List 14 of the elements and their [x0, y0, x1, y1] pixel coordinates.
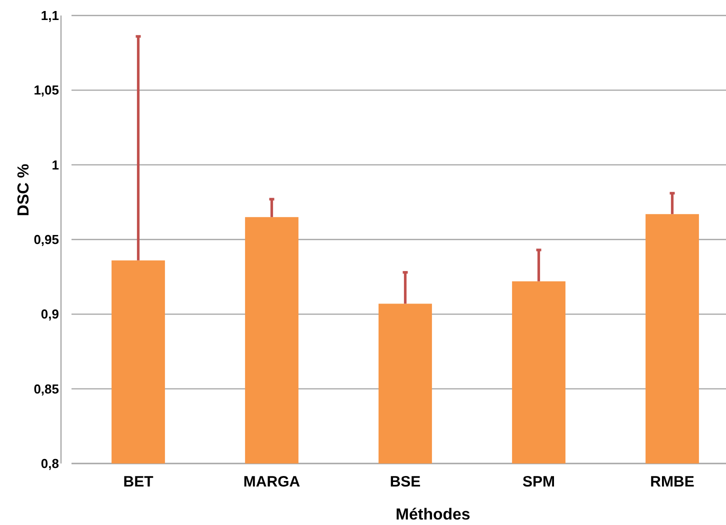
x-tick-label: BSE — [390, 474, 421, 490]
x-tick-label: BET — [123, 474, 154, 490]
y-tick-label: 1,1 — [40, 8, 59, 23]
y-axis-title: DSC % — [16, 164, 32, 216]
y-tick-label: 1 — [52, 157, 59, 172]
y-tick-label: 0,95 — [34, 232, 59, 247]
y-tick-label: 0,85 — [34, 381, 59, 396]
y-tick-label: 0,9 — [40, 306, 59, 322]
y-tick-label: 1,05 — [34, 82, 59, 98]
x-tick-label: SPM — [522, 474, 556, 490]
x-tick-label: RMBE — [650, 474, 694, 490]
x-tick-label: MARGA — [243, 474, 300, 490]
y-tick-label: 0,8 — [40, 456, 59, 471]
x-axis-title: Méthodes — [396, 506, 470, 524]
